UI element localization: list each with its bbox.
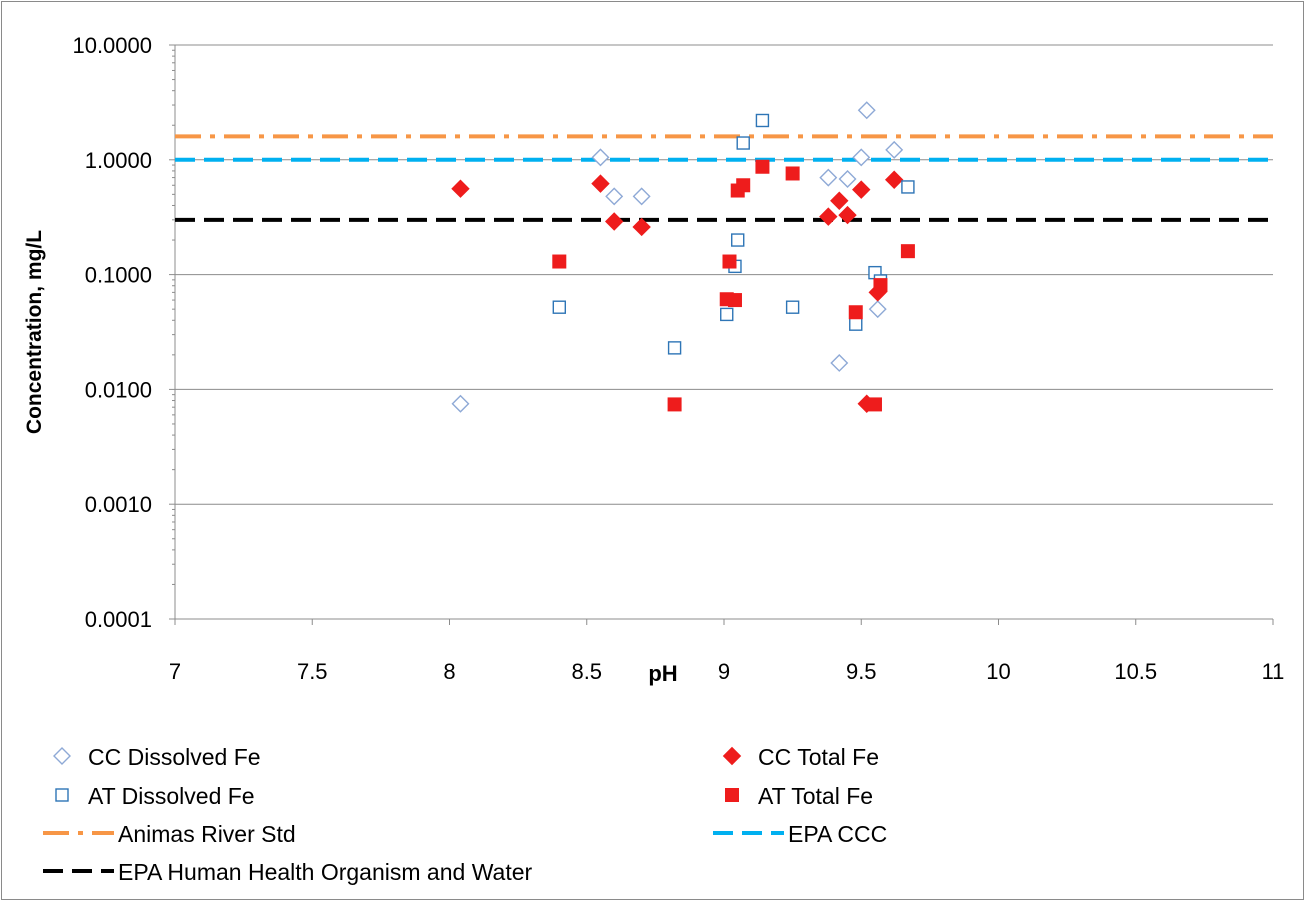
tick-labels: 0.0001 0.0010 0.0100 0.1000 1.0000 10.0000 7 7.… [72,33,1284,684]
y-tick-label: 1.0000 [85,148,152,173]
data-point [852,148,871,167]
data-point [605,187,624,206]
x-tick-label: 8.5 [571,659,602,684]
data-point [667,397,682,412]
legend-label: AT Total Fe [758,783,873,809]
legend: CC Dissolved Fe CC Total Fe AT Dissolved F… [43,744,887,885]
data-point [632,187,651,206]
data-point [720,307,734,322]
data-points [451,101,915,413]
data-point [848,305,863,320]
legend-marker [53,747,71,765]
data-point [785,166,800,181]
x-tick-label: 9.5 [846,659,877,684]
y-tick-label: 0.0100 [85,377,152,402]
data-point [884,170,904,189]
legend-label: CC Dissolved Fe [88,744,261,770]
axes [169,44,1274,625]
x-tick-label: 10.5 [1114,659,1157,684]
data-point [736,136,750,150]
data-point [901,180,915,194]
data-point [552,254,567,269]
data-point [838,205,857,225]
data-point [830,191,849,210]
x-axis-title: pH [648,661,677,686]
legend-marker [722,746,742,766]
data-point [727,293,742,308]
data-point [736,178,751,193]
data-point [604,212,624,231]
legend-label: EPA CCC [788,821,887,847]
y-tick-label: 0.1000 [85,263,152,288]
data-point [667,341,682,355]
data-point [873,278,888,293]
data-point [857,101,876,120]
x-tick-label: 10 [986,659,1010,684]
data-point [731,233,745,247]
data-point [852,180,871,199]
data-point [451,179,470,198]
y-tick-label: 10.0000 [72,33,152,58]
data-point [885,140,904,159]
reference-lines [175,134,1273,222]
data-point [632,217,651,237]
data-point [819,168,838,187]
x-tick-label: 7.5 [297,659,328,684]
data-point [755,159,770,174]
data-point [900,244,915,259]
x-tick-label: 11 [1262,659,1285,684]
data-point [867,397,882,412]
data-point [785,300,800,314]
legend-marker [725,788,739,802]
x-tick-label: 9 [718,659,730,684]
y-axis-title: Concentration, mg/L [23,230,46,434]
legend-marker [55,788,69,802]
data-point [591,174,610,193]
data-point [868,300,887,319]
data-point [830,353,849,372]
data-point [552,300,566,314]
y-tick-label: 0.0010 [85,492,152,517]
legend-label: EPA Human Health Organism and Water [118,859,533,885]
data-point [838,170,857,189]
data-point [849,317,863,331]
legend-label: CC Total Fe [758,744,879,770]
y-tick-label: 0.0001 [85,607,152,632]
data-point [819,207,838,226]
legend-label: AT Dissolved Fe [88,783,255,809]
data-point [755,113,770,128]
data-point [451,394,470,413]
legend-label: Animas River Std [118,821,296,847]
x-tick-label: 7 [169,659,181,684]
data-point [591,148,610,167]
data-point [722,254,737,269]
x-tick-label: 8 [443,659,455,684]
gridlines [175,44,1273,505]
